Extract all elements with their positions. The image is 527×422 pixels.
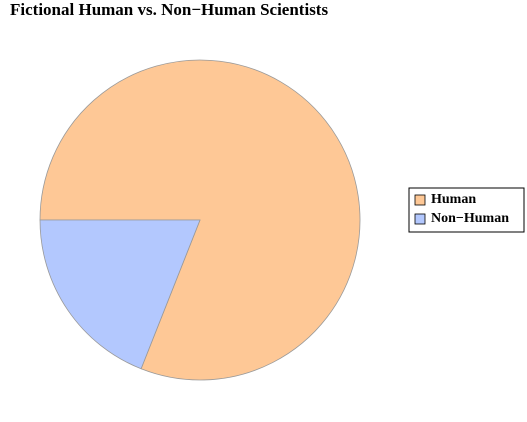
legend-swatch <box>414 213 426 225</box>
legend-box <box>408 187 525 233</box>
chart-title: Fictional Human vs. Non−Human Scientists <box>10 0 328 19</box>
legend-swatch <box>414 194 426 206</box>
legend-label: Non−Human <box>431 211 509 226</box>
pie-slice <box>39 219 201 370</box>
legend-label: Human <box>431 192 476 207</box>
